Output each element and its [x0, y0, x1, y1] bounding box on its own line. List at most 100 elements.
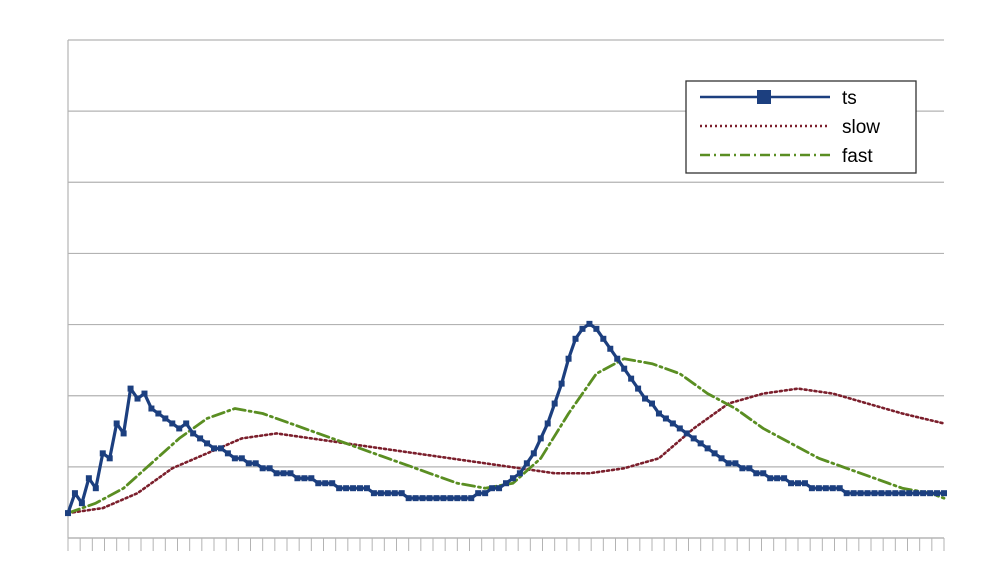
- data-point-ts: [655, 410, 662, 417]
- data-point-ts: [106, 455, 113, 462]
- data-point-ts: [649, 400, 655, 407]
- data-point-ts: [266, 465, 273, 472]
- data-point-ts: [301, 475, 308, 482]
- x-axis-ticks: [67, 538, 945, 551]
- data-point-ts: [683, 430, 690, 437]
- data-point-ts: [565, 355, 572, 362]
- data-point-ts: [85, 475, 92, 482]
- data-point-ts: [65, 510, 71, 517]
- legend-item-slow: slow: [700, 117, 880, 138]
- data-point-ts: [537, 435, 544, 442]
- data-point-ts: [211, 445, 217, 452]
- data-point-ts: [245, 460, 252, 467]
- data-point-ts: [148, 405, 155, 412]
- data-point-ts: [231, 455, 238, 462]
- data-point-ts: [593, 325, 600, 332]
- data-point-ts: [711, 450, 718, 457]
- data-point-ts: [78, 500, 85, 507]
- legend-label-slow: slow: [842, 117, 880, 138]
- data-point-ts: [725, 460, 732, 467]
- data-point-ts: [836, 485, 843, 492]
- data-point-ts: [676, 425, 683, 432]
- data-point-ts: [336, 485, 343, 492]
- data-point-ts: [572, 335, 579, 342]
- series-group: [65, 320, 947, 517]
- data-point-ts: [774, 475, 781, 482]
- legend-item-ts: ts: [700, 88, 857, 109]
- data-point-ts: [690, 435, 697, 442]
- data-point-ts: [357, 485, 363, 492]
- data-point-ts: [579, 325, 586, 332]
- data-point-ts: [857, 490, 864, 497]
- data-point-ts: [600, 335, 607, 342]
- data-point-ts: [461, 495, 468, 502]
- data-point-ts: [669, 420, 676, 427]
- data-point-ts: [363, 485, 370, 492]
- data-point-ts: [120, 430, 127, 437]
- data-point-ts: [544, 420, 551, 427]
- data-point-ts: [155, 410, 162, 417]
- data-point-ts: [141, 390, 148, 397]
- data-point-ts: [287, 470, 294, 477]
- data-point-ts: [496, 485, 503, 492]
- data-point-ts: [412, 495, 419, 502]
- data-point-ts: [259, 465, 266, 472]
- data-point-ts: [614, 355, 621, 362]
- data-point-ts: [523, 460, 530, 467]
- data-point-ts: [238, 455, 245, 462]
- data-point-ts: [273, 470, 280, 477]
- data-point-ts: [350, 485, 357, 492]
- data-point-ts: [635, 385, 642, 392]
- data-point-ts: [843, 490, 850, 497]
- data-point-ts: [913, 490, 920, 497]
- data-point-ts: [99, 450, 106, 457]
- data-point-ts: [183, 420, 190, 427]
- data-point-ts: [92, 485, 99, 492]
- data-point-ts: [885, 490, 892, 497]
- data-point-ts: [516, 470, 523, 477]
- data-point-ts: [377, 490, 384, 497]
- data-point-ts: [398, 490, 405, 497]
- data-point-ts: [788, 480, 795, 487]
- data-point-ts: [509, 475, 516, 482]
- data-point-ts: [197, 435, 204, 442]
- data-point-ts: [795, 480, 801, 487]
- data-point-ts: [815, 485, 822, 492]
- data-point-ts: [294, 475, 301, 482]
- data-point-ts: [829, 485, 836, 492]
- data-point-ts: [746, 465, 753, 472]
- data-point-ts: [433, 495, 440, 502]
- data-point-ts: [308, 475, 315, 482]
- data-point-ts: [468, 495, 475, 502]
- data-point-ts: [454, 495, 461, 502]
- legend-item-fast: fast: [700, 146, 873, 167]
- data-point-ts: [718, 455, 725, 462]
- data-point-ts: [551, 400, 558, 407]
- data-point-ts: [190, 430, 197, 437]
- data-point-ts: [224, 450, 231, 457]
- data-point-ts: [586, 320, 593, 327]
- legend-marker-ts: [757, 90, 771, 104]
- data-point-ts: [662, 415, 669, 422]
- data-point-ts: [447, 495, 454, 502]
- data-point-ts: [217, 445, 224, 452]
- data-point-ts: [127, 385, 134, 392]
- data-point-ts: [482, 490, 489, 497]
- data-point-ts: [280, 470, 287, 477]
- data-point-ts: [892, 490, 899, 497]
- data-point-ts: [906, 490, 913, 497]
- data-point-ts: [739, 465, 746, 472]
- data-point-ts: [315, 480, 322, 487]
- data-point-ts: [329, 480, 336, 487]
- data-point-ts: [628, 375, 635, 382]
- data-point-ts: [941, 490, 947, 497]
- data-point-ts: [864, 490, 871, 497]
- data-point-ts: [697, 440, 704, 447]
- data-point-ts: [440, 495, 447, 502]
- data-point-ts: [850, 490, 857, 497]
- series-line-slow: [66, 387, 946, 515]
- data-point-ts: [920, 490, 927, 497]
- data-point-ts: [621, 365, 628, 372]
- grid-lines: [68, 39, 944, 539]
